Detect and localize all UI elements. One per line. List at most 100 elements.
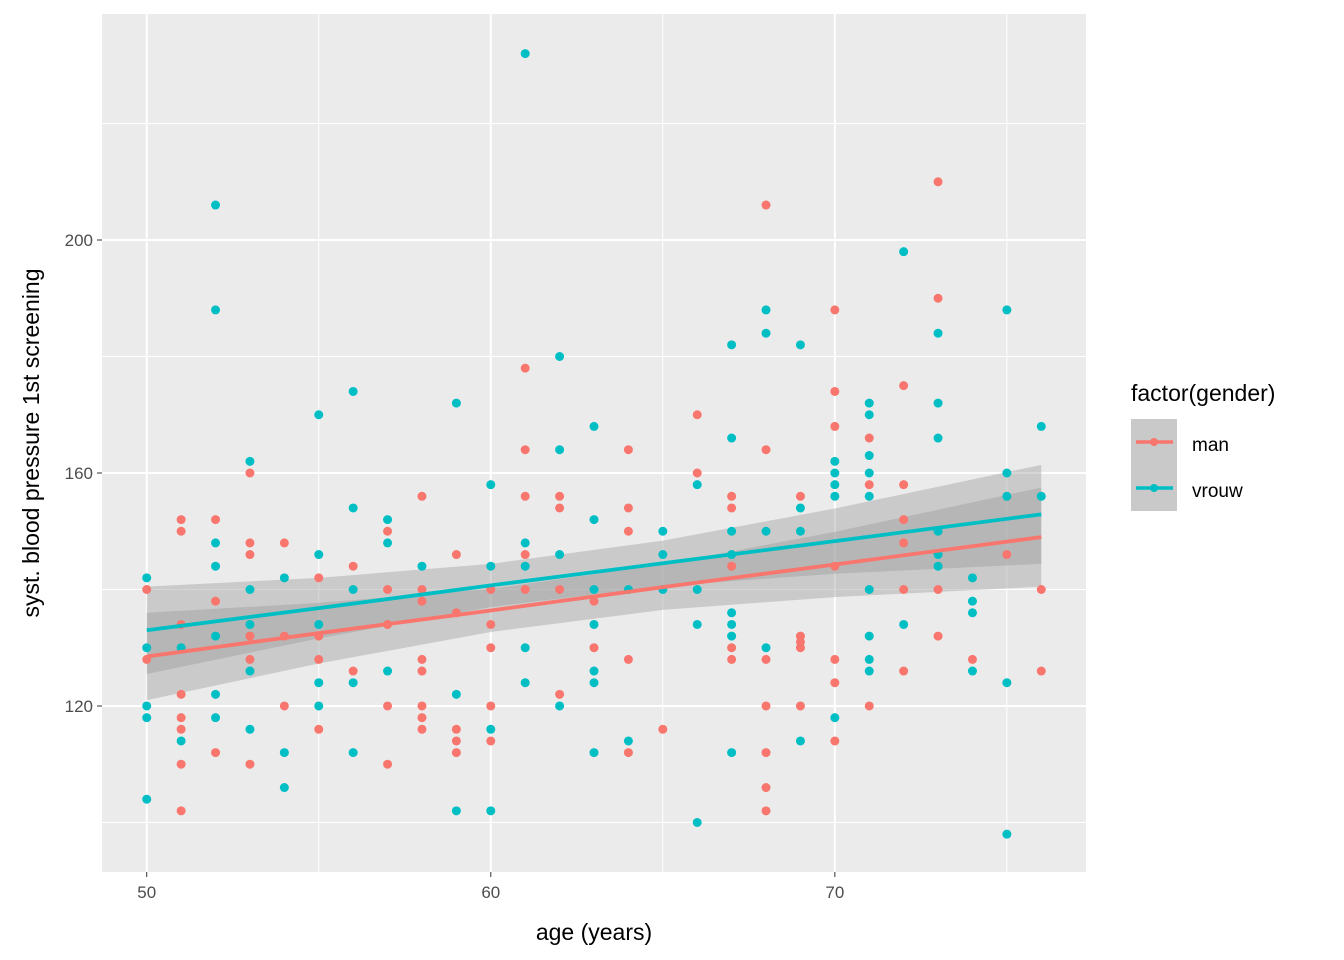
point-vrouw: [176, 736, 186, 746]
point-man: [933, 293, 943, 303]
point-vrouw: [142, 643, 152, 653]
point-man: [1002, 550, 1012, 560]
point-man: [520, 550, 530, 560]
point-man: [864, 480, 874, 490]
point-vrouw: [555, 445, 565, 455]
point-man: [623, 654, 633, 664]
point-vrouw: [589, 666, 599, 676]
point-vrouw: [933, 433, 943, 443]
point-man: [761, 200, 771, 210]
point-man: [830, 654, 840, 664]
legend-label-man: man: [1192, 435, 1229, 456]
x-axis-title: age (years): [536, 919, 652, 945]
point-man: [623, 445, 633, 455]
point-vrouw: [1002, 305, 1012, 315]
point-man: [864, 433, 874, 443]
point-man: [520, 445, 530, 455]
point-vrouw: [245, 724, 255, 734]
point-vrouw: [520, 643, 530, 653]
point-vrouw: [830, 491, 840, 501]
point-man: [830, 678, 840, 688]
point-man: [417, 666, 427, 676]
point-man: [623, 526, 633, 536]
x-tick-label: 50: [137, 883, 156, 902]
point-man: [211, 515, 221, 525]
point-vrouw: [864, 654, 874, 664]
point-man: [520, 584, 530, 594]
point-man: [279, 538, 289, 548]
point-vrouw: [211, 689, 221, 699]
point-vrouw: [142, 713, 152, 723]
point-vrouw: [658, 550, 668, 560]
point-man: [176, 689, 186, 699]
point-man: [451, 550, 461, 560]
point-vrouw: [864, 468, 874, 478]
point-man: [795, 643, 805, 653]
point-vrouw: [211, 631, 221, 641]
point-man: [692, 468, 702, 478]
point-man: [727, 561, 737, 571]
point-vrouw: [555, 701, 565, 711]
y-tick-label: 200: [65, 231, 93, 250]
point-man: [761, 806, 771, 816]
point-man: [314, 573, 324, 583]
point-man: [933, 631, 943, 641]
point-man: [417, 724, 427, 734]
point-man: [176, 515, 186, 525]
regression-line-man: [146, 535, 1042, 659]
point-man: [899, 480, 909, 490]
point-vrouw: [314, 410, 324, 420]
point-man: [692, 410, 702, 420]
point-vrouw: [761, 643, 771, 653]
regression-line-vrouw: [146, 512, 1042, 633]
point-man: [486, 643, 496, 653]
point-vrouw: [348, 678, 358, 688]
point-vrouw: [279, 573, 289, 583]
point-vrouw: [520, 678, 530, 688]
point-vrouw: [864, 584, 874, 594]
point-man: [245, 654, 255, 664]
point-vrouw: [486, 480, 496, 490]
legend: factor(gender) man vrouw: [1131, 380, 1275, 511]
point-man: [486, 701, 496, 711]
point-vrouw: [520, 49, 530, 59]
legend-label-vrouw: vrouw: [1192, 481, 1243, 502]
point-vrouw: [830, 468, 840, 478]
point-vrouw: [1036, 491, 1046, 501]
point-man: [451, 736, 461, 746]
point-vrouw: [451, 806, 461, 816]
point-man: [417, 713, 427, 723]
point-vrouw: [211, 713, 221, 723]
point-vrouw: [589, 515, 599, 525]
point-vrouw: [864, 451, 874, 461]
point-vrouw: [555, 550, 565, 560]
point-vrouw: [830, 713, 840, 723]
point-vrouw: [864, 410, 874, 420]
point-vrouw: [348, 503, 358, 513]
point-man: [279, 701, 289, 711]
point-vrouw: [245, 666, 255, 676]
x-tick-label: 60: [481, 883, 500, 902]
point-man: [520, 491, 530, 501]
point-vrouw: [279, 783, 289, 793]
point-vrouw: [589, 619, 599, 629]
point-vrouw: [451, 689, 461, 699]
point-vrouw: [417, 561, 427, 571]
point-vrouw: [142, 794, 152, 804]
point-man: [727, 491, 737, 501]
point-vrouw: [211, 305, 221, 315]
point-man: [795, 701, 805, 711]
regression-lines: [146, 512, 1042, 659]
point-man: [967, 654, 977, 664]
point-man: [589, 596, 599, 606]
point-man: [761, 701, 771, 711]
point-man: [245, 631, 255, 641]
point-man: [555, 689, 565, 699]
point-vrouw: [727, 619, 737, 629]
point-vrouw: [279, 748, 289, 758]
point-vrouw: [383, 538, 393, 548]
point-vrouw: [211, 538, 221, 548]
point-man: [314, 654, 324, 664]
point-man: [417, 701, 427, 711]
point-man: [417, 584, 427, 594]
